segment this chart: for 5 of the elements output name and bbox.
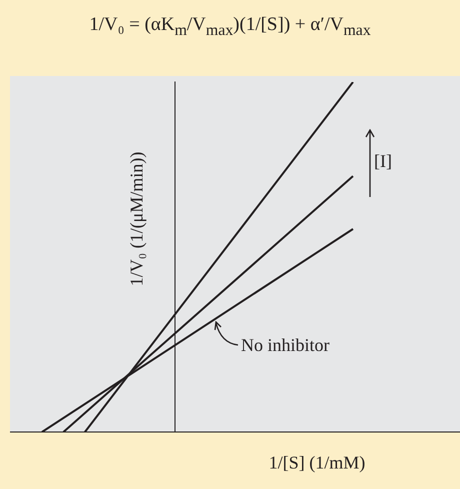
annotation: No inhibitor <box>241 335 330 356</box>
y-axis-title: 1/V₀ (1/(μM/min)) <box>126 152 147 286</box>
chart-title: 1/V₀ = (αK$_{m}$/V$_{max}$)(1/[S]) + α′/V$_{max}$ <box>88 14 372 40</box>
x-axis-title: 1/[S] (1/mM) <box>268 452 366 473</box>
text: [I] <box>374 151 392 172</box>
